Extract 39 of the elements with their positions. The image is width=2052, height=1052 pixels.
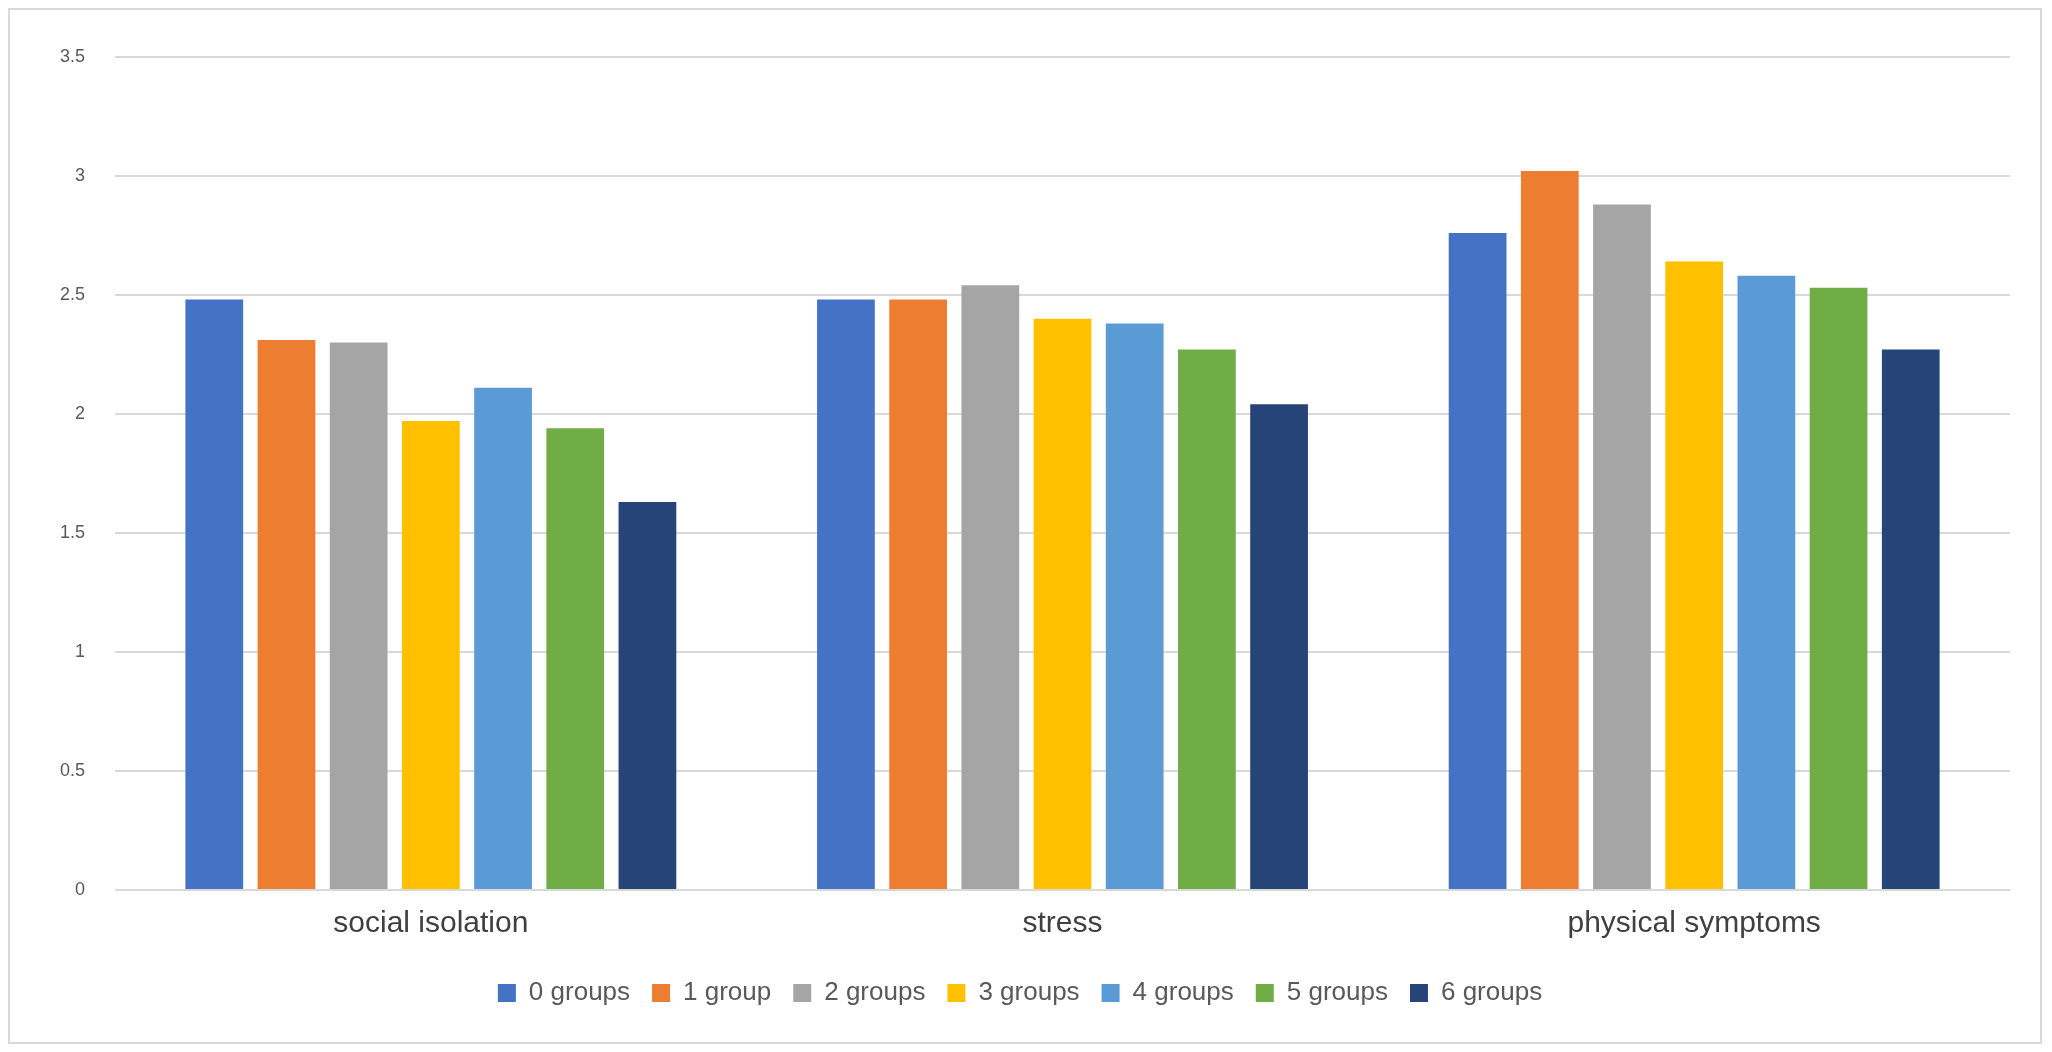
bar — [1737, 275, 1796, 889]
bar — [329, 342, 388, 889]
legend-label: 6 groups — [1440, 976, 1543, 1007]
bar — [1448, 232, 1507, 889]
legend-label: 1 group — [683, 976, 772, 1007]
y-tick-label: 0 — [75, 878, 86, 899]
bar — [1178, 349, 1236, 889]
bar — [185, 299, 244, 889]
bar — [401, 421, 460, 889]
bar — [546, 428, 605, 889]
bar — [1105, 323, 1164, 889]
bar — [1593, 204, 1651, 889]
y-tick-label: 1.5 — [59, 521, 86, 542]
y-tick-label: 1 — [75, 640, 86, 661]
bar — [257, 340, 316, 889]
x-tick-label: stress — [1022, 905, 1103, 939]
bar — [618, 501, 677, 889]
y-tick-label: 0.5 — [59, 759, 86, 780]
bar — [961, 285, 1020, 889]
bar — [1033, 318, 1092, 889]
bar — [474, 387, 532, 889]
legend-label: 5 groups — [1286, 976, 1388, 1007]
bar — [1809, 287, 1868, 889]
bar — [1881, 349, 1940, 889]
x-tick-label: physical symptoms — [1567, 905, 1821, 939]
y-tick-label: 3.5 — [59, 45, 86, 66]
bar — [1665, 261, 1724, 889]
bar — [1520, 171, 1579, 889]
y-tick-label: 2.5 — [59, 283, 86, 304]
bar — [1250, 404, 1308, 889]
bar — [889, 299, 948, 889]
legend-label: 4 groups — [1132, 976, 1234, 1007]
y-tick-label: 3 — [75, 164, 86, 185]
x-tick-label: social isolation — [333, 905, 529, 939]
legend-label: 0 groups — [528, 976, 631, 1007]
legend-label: 3 groups — [978, 976, 1080, 1007]
bar — [817, 299, 875, 889]
legend-label: 2 groups — [824, 976, 926, 1007]
y-tick-label: 2 — [75, 402, 86, 423]
